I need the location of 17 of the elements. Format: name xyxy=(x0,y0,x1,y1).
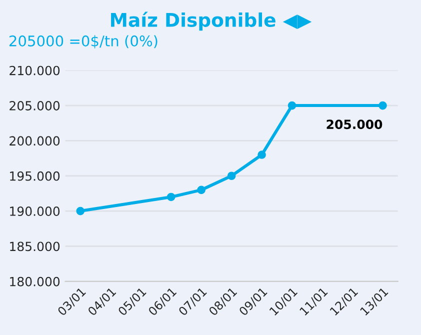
y-tick-label: 180.000 xyxy=(10,276,60,286)
point xyxy=(227,172,236,180)
point xyxy=(288,101,296,110)
y-tick-label: 195.000 xyxy=(10,171,60,181)
y-tick-label: 185.000 xyxy=(10,242,60,252)
point xyxy=(166,192,176,202)
y-tick-label: 205.000 xyxy=(10,100,60,110)
point xyxy=(378,101,387,110)
y-tick-label: 200.000 xyxy=(10,136,60,146)
point xyxy=(197,186,206,194)
y-tick-label: 190.000 xyxy=(10,206,60,216)
point xyxy=(258,150,266,159)
point xyxy=(76,206,85,216)
data-label: 205.000 xyxy=(326,120,382,130)
chart-subtitle: 205000 =0$/tn (0%) xyxy=(9,35,158,48)
chart-title: Maíz Disponible ◀▶ xyxy=(111,12,312,31)
y-tick-label: 210.000 xyxy=(10,66,60,76)
